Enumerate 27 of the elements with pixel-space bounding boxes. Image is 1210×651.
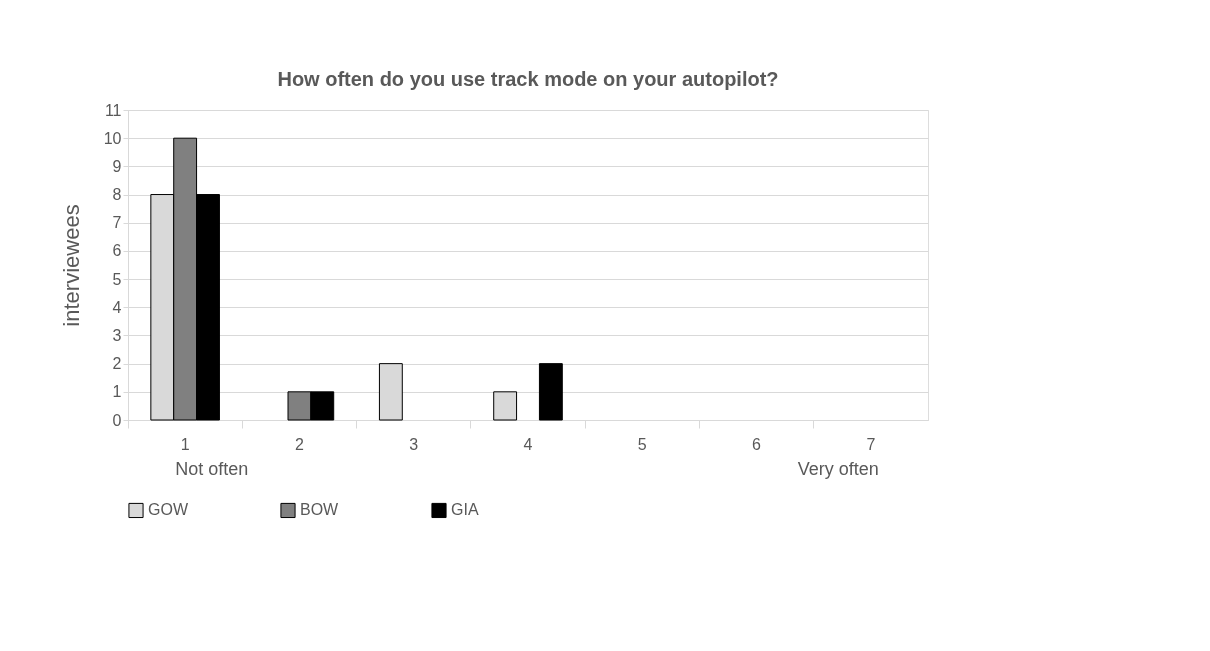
x-tick-label: 2 xyxy=(294,435,304,453)
y-tick-label: 2 xyxy=(112,355,122,373)
y-tick-label: 4 xyxy=(112,298,122,316)
legend-label: BOW xyxy=(300,501,340,519)
x-tick-label: 7 xyxy=(866,435,876,453)
chart-title: How often do you use track mode on your autopilot? xyxy=(277,68,779,90)
x-tick-label: 6 xyxy=(752,435,762,453)
y-tick-label: 0 xyxy=(112,411,122,429)
x-tick-label: 1 xyxy=(180,435,190,453)
y-tick-label: 11 xyxy=(104,101,122,119)
x-tick-label: 4 xyxy=(523,435,533,453)
y-axis-title: interviewees xyxy=(58,204,84,327)
legend-label: GIA xyxy=(451,501,479,519)
legend-label: GOW xyxy=(148,501,189,519)
y-tick-label: 1 xyxy=(112,383,122,401)
text: Not often xyxy=(175,459,249,479)
text: Very often xyxy=(797,459,879,479)
y-tick-label: 7 xyxy=(112,214,122,232)
y-tick-label: 6 xyxy=(112,242,122,260)
bar xyxy=(538,363,563,421)
x-tick-label: 3 xyxy=(409,435,419,453)
y-tick-label: 3 xyxy=(112,326,122,344)
x-tick-label: 5 xyxy=(637,435,647,453)
y-tick-label: 10 xyxy=(103,129,122,147)
y-tick-label: 5 xyxy=(112,270,122,288)
y-tick-label: 9 xyxy=(112,157,122,175)
y-tick-label: 8 xyxy=(112,186,122,204)
